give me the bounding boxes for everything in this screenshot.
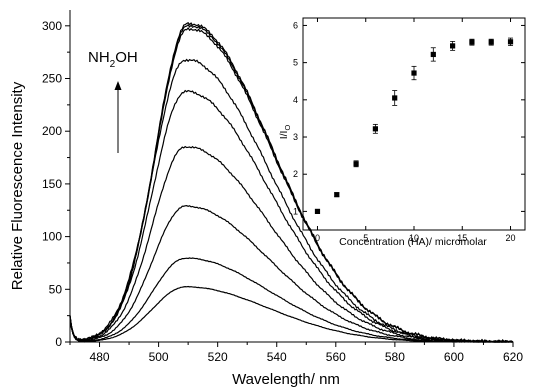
main-plot: 480 500 520 540 560 580 600 6200501001502002503… (9, 10, 523, 388)
y-tick-label: 250 (42, 72, 62, 86)
inset-x-tick-label: 20 (506, 233, 516, 243)
spectrum-line-3 (69, 205, 514, 343)
inset-data-point (372, 126, 378, 132)
y-tick-label: 300 (42, 19, 62, 33)
x-tick-label: 580 (385, 350, 405, 364)
inset-plot: 0 5 10 15 20 1 2 3 4 5 6 Concentration (HA)/ micro… (278, 17, 526, 248)
x-tick-label: 620 (503, 350, 523, 364)
inset-y-tick-label: 2 (293, 169, 298, 179)
reagent-annotation-rest: OH (115, 49, 138, 66)
inset-data-points (314, 37, 514, 215)
reagent-annotation-base: NH (88, 49, 110, 66)
inset-data-point (411, 70, 417, 76)
y-axis-label: Relative Fluorescence Intensity (9, 81, 26, 290)
inset-data-point (392, 95, 398, 101)
inset-y-tick-label: 1 (293, 206, 298, 216)
inset-x-axis-label: Concentration (HA)/ micromolar (339, 236, 487, 248)
x-tick-label: 500 (149, 350, 169, 364)
up-arrow-icon (114, 81, 122, 153)
inset-data-point (507, 39, 514, 45)
inset-data-point (488, 39, 494, 45)
inset-x-tick-label: 15 (457, 233, 467, 243)
spectrum-line-8 (69, 23, 514, 343)
inset-y-tick-label: 3 (293, 132, 298, 142)
x-tick-label: 520 (208, 350, 228, 364)
reagent-annotation: NH2OH (88, 49, 138, 70)
inset-y-tick-label: 4 (293, 95, 298, 105)
main-axes: 480 500 520 540 560 580 600 6200501001502002503… (42, 10, 523, 364)
x-axis-label: Wavelength/ nm (232, 371, 340, 388)
inset-data-point (469, 39, 475, 45)
inset-y-axis-label: I/IO (278, 125, 292, 140)
spectrum-line-9 (69, 22, 514, 343)
inset-frame (302, 17, 526, 231)
spectrum-line-2 (69, 257, 514, 343)
x-tick-label: 560 (326, 350, 346, 364)
inset-data-point (450, 43, 456, 49)
spectra-group (69, 22, 514, 343)
x-tick-label: 540 (267, 350, 287, 364)
inset-data-point (314, 208, 321, 215)
inset-x-tick-label: 10 (409, 233, 419, 243)
y-tick-label: 200 (42, 124, 62, 138)
spectrum-line-7 (69, 27, 513, 343)
inset-x-tick-label: 0 (315, 233, 320, 243)
inset-data-point (334, 192, 340, 198)
inset-axes: 0 5 10 15 20 1 2 3 4 5 6 (293, 17, 526, 243)
spectrum-line-5 (69, 89, 514, 343)
inset-data-point (430, 51, 436, 58)
inset-y-axis-label-subscript: O (283, 125, 292, 131)
inset-data-point (353, 161, 359, 167)
inset-y-tick-label: 5 (293, 58, 298, 68)
inset-x-tick-label: 5 (363, 233, 368, 243)
x-tick-label: 480 (90, 350, 110, 364)
y-tick-label: 150 (42, 177, 62, 191)
y-tick-label: 100 (42, 230, 62, 244)
reagent-annotation-subscript: 2 (110, 59, 116, 70)
spectrum-line-6 (69, 58, 514, 343)
inset-y-tick-label: 6 (293, 20, 298, 30)
x-tick-label: 600 (444, 350, 464, 364)
y-tick-label: 0 (55, 335, 62, 349)
inset-y-axis-label-base: I/I (278, 131, 290, 140)
y-tick-label: 50 (49, 282, 63, 296)
